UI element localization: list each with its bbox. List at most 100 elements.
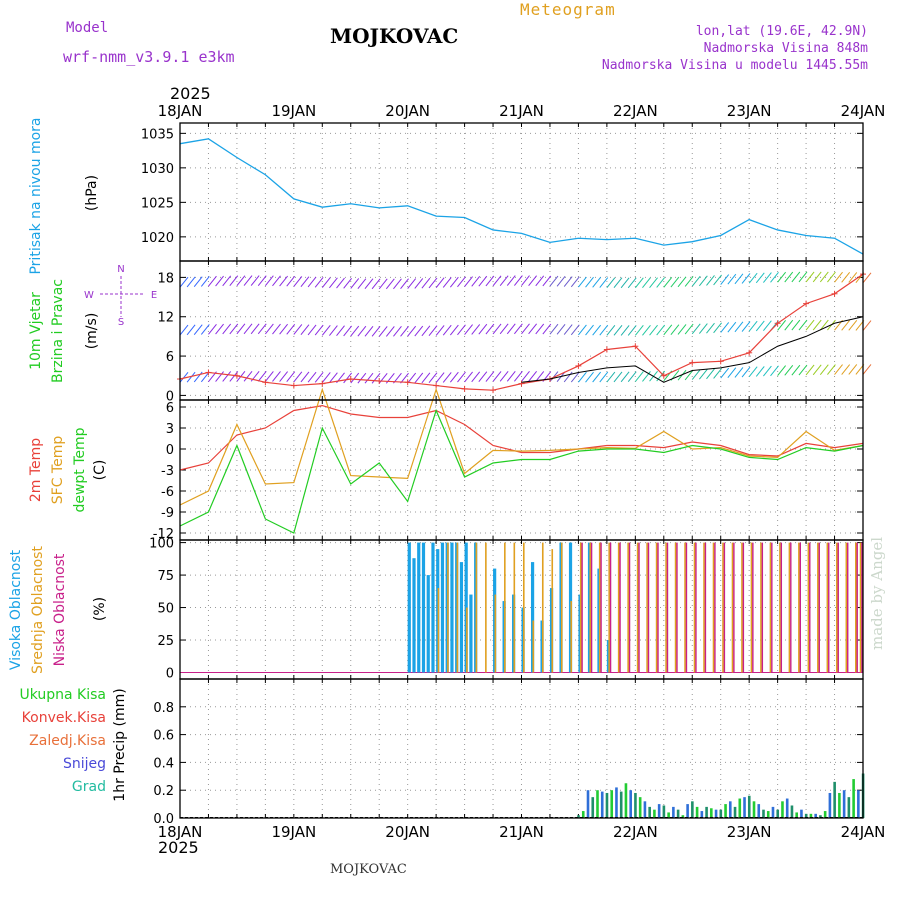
wind-barb [805,271,815,283]
wind-barb [606,277,616,288]
wind-barb [770,365,779,377]
wind-barb [592,371,602,383]
panel-3: -12 -9 -6 -3 0 3 6 [153,400,864,542]
x-tick-label-top: 23JAN [727,102,772,120]
precip-bar [823,811,827,818]
wind-barb [613,325,623,336]
precip-bar [743,797,746,818]
precip-bar [657,804,661,818]
precip-bar [838,792,841,818]
wind-barb [599,324,609,336]
precip-bar [686,804,689,818]
precip-bar [629,790,632,818]
elevation-label: Nadmorska Visina 848m [703,41,868,56]
wind-barb [435,325,445,336]
wind-barb [798,319,808,331]
cloud-low-bar [695,542,697,673]
cloud-mid-title: Srednja Oblacnost [30,546,46,674]
wind-barb [506,371,516,382]
wind-barb [414,325,424,337]
x-tick-label-top: 18JAN [158,102,203,120]
wind-barb [663,324,673,336]
wind-barb [620,277,630,289]
wind-barb [698,323,708,334]
precip-bar [828,792,832,818]
wind-barb [649,277,658,288]
wind-barb [535,371,545,382]
precip-bar [691,801,694,818]
wind-barb [563,276,573,287]
cloud-mid-bar [532,620,535,673]
wind-barb [264,275,274,287]
compass-north: N [117,264,124,275]
wind-barb [634,371,644,382]
wind-barb [684,323,694,335]
y-tick-label: 1035 [141,127,174,142]
cloud-mid-bar [655,542,658,673]
wind-barb [549,323,559,335]
y-tick-label: 75 [157,569,174,584]
wind-barb [215,371,224,382]
wind-barb [748,272,758,284]
wind-barb [179,371,189,383]
wind-barb [585,276,594,288]
wind-barb [421,277,431,289]
precip-bar [762,809,765,818]
precip-bar [781,801,784,818]
cloud-mid-bar [437,588,440,673]
wind-barb [272,323,281,335]
wind-barb [264,323,274,335]
y-tick-label: 1020 [141,231,174,246]
cloud-low-bar [666,542,669,673]
wind-barb [449,276,459,288]
cloud-mid-bar [617,542,620,673]
precip-bar [790,805,794,818]
wind-barb [272,371,281,382]
wind-barb [343,325,353,337]
lonlat-label: lon,lat (19.6E, 42.9N) [695,24,868,39]
cloud-high-bar [459,562,464,673]
cloud-low-bar [809,542,811,673]
y-tick-label: 1030 [141,162,174,177]
wind-barb [215,275,224,287]
cloud-mid-bar [456,542,459,673]
wind-barb [848,272,858,283]
precip-bar [667,812,670,818]
y-tick-label: 0.8 [153,701,174,716]
wind-barb [300,324,310,336]
precip-bar [771,806,775,818]
precip-bar [752,801,756,818]
wind-barb [499,323,509,335]
wind-barb [264,371,274,382]
cloud-unit: (%) [92,597,108,621]
wind-barb [620,371,630,383]
cloud-high-bar [421,542,426,673]
wind-barb [314,372,324,383]
wind-barb [777,320,787,331]
wind-barb [698,275,708,287]
precip-bar [842,790,846,818]
wind-barb [570,276,580,288]
wind-barb [236,275,246,286]
footer-station: MOJKOVAC [330,862,407,877]
wind-barb [400,278,409,290]
wind-barb [827,271,836,283]
wind-barb [421,372,431,384]
wind-barb [848,320,858,331]
precip-bar [733,806,737,818]
wind-barb [250,323,260,335]
wind-barb [585,371,594,383]
cloud-mid-bar [598,542,601,673]
cloud-mid-bar [859,542,862,673]
wind-barb [784,319,794,331]
wind-barb [670,324,680,335]
precip-bar [634,792,637,818]
wind-barb [229,275,239,287]
cloud-mid-bar [769,542,772,673]
wind-barb [222,371,232,382]
wind-barb [449,324,459,336]
wind-barb [179,276,189,288]
precip-bar [857,790,860,818]
precip-bar [581,811,585,818]
cloud-high-bar [440,542,445,673]
